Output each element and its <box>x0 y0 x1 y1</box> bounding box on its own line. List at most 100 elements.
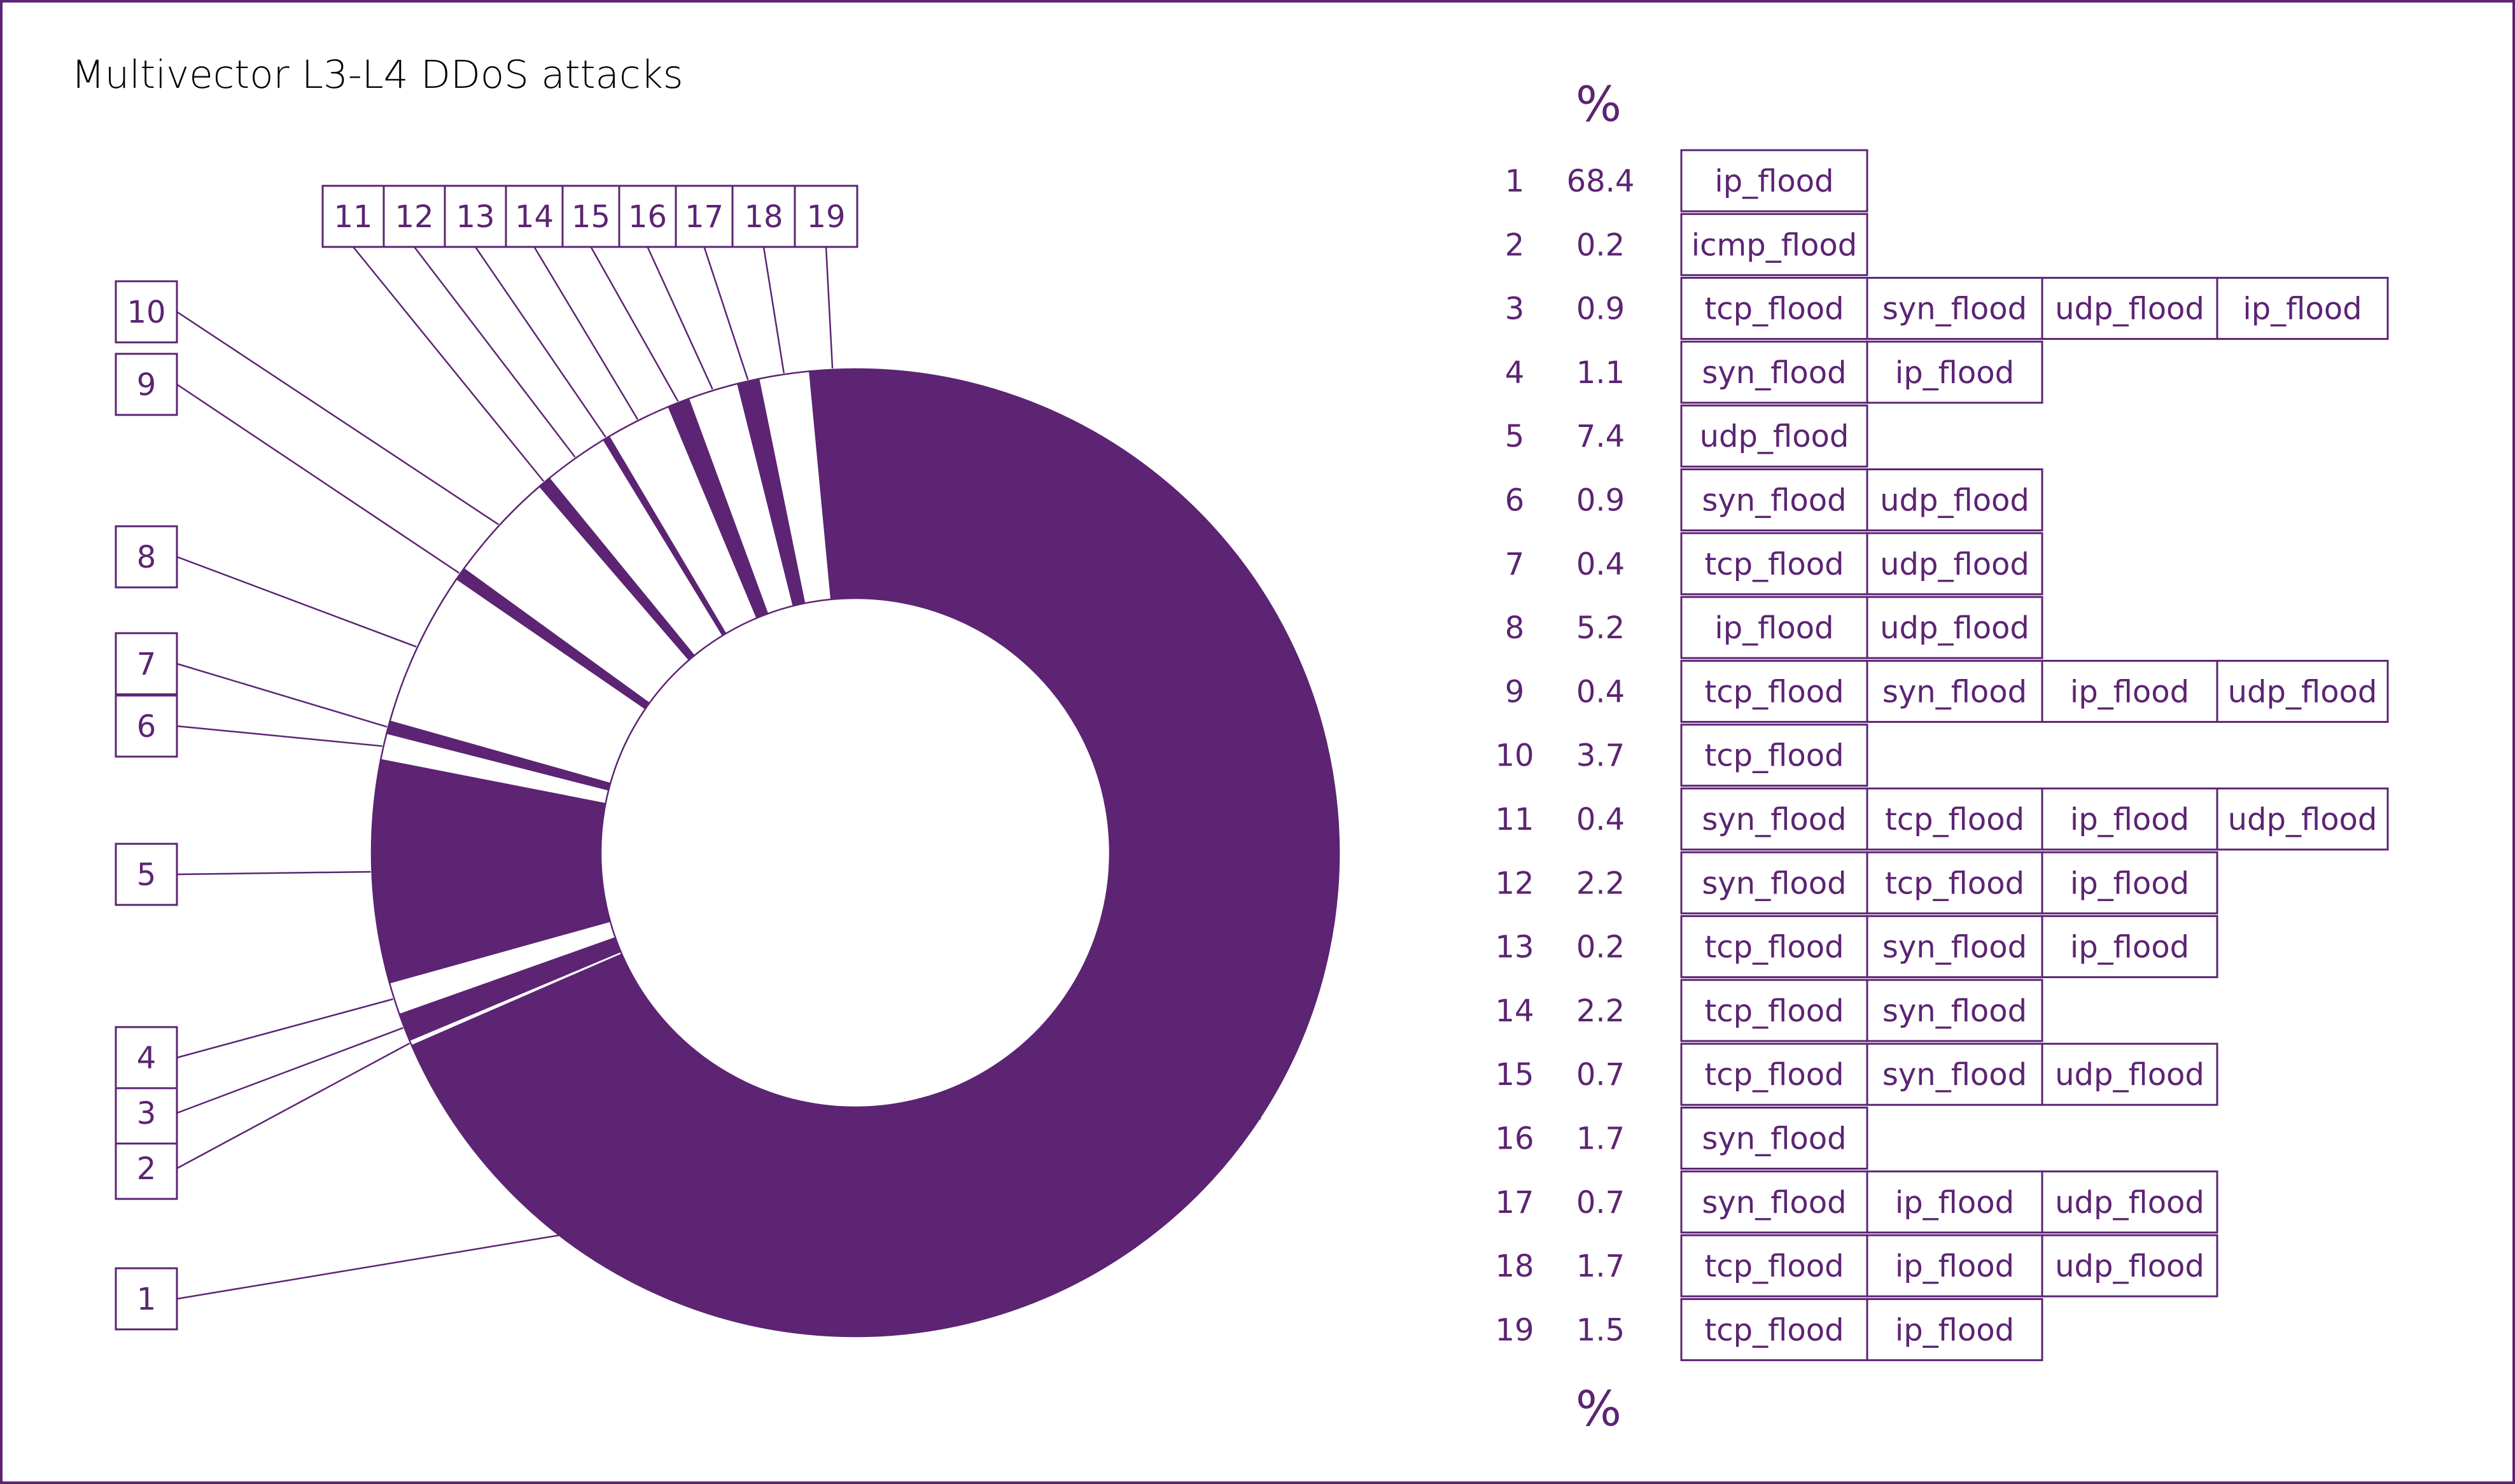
row-number-11: 11 <box>1495 802 1534 837</box>
vector-label-3-3: udp_flood <box>2055 291 2204 327</box>
row-number-19: 19 <box>1495 1312 1534 1348</box>
row-value-18: 1.7 <box>1576 1249 1625 1284</box>
vector-label-7-2: udp_flood <box>1880 547 2029 582</box>
slice-label-box-1 <box>115 1267 178 1331</box>
slice-label-14: 14 <box>515 199 554 235</box>
leader-line-9 <box>176 383 460 574</box>
vector-cell-4-2 <box>1866 340 2043 404</box>
vector-label-6-1: syn_flood <box>1702 483 1846 519</box>
vector-label-12-3: ip_flood <box>2070 865 2189 901</box>
vector-label-16-1: syn_flood <box>1702 1121 1846 1157</box>
vector-cell-19-2 <box>1866 1298 2043 1361</box>
vector-label-17-2: ip_flood <box>1895 1185 2014 1221</box>
vector-cell-1-1 <box>1680 149 1868 213</box>
vector-label-8-2: udp_flood <box>1880 610 2029 646</box>
row-value-13: 0.2 <box>1576 930 1625 965</box>
vector-label-15-2: syn_flood <box>1882 1057 2027 1093</box>
row-number-18: 18 <box>1495 1249 1534 1284</box>
vector-label-9-3: ip_flood <box>2070 674 2189 710</box>
leader-line-1 <box>176 1117 1261 1300</box>
leader-line-12 <box>414 246 576 458</box>
vector-cell-4-1 <box>1680 340 1868 404</box>
vector-label-8-1: ip_flood <box>1714 610 1833 646</box>
vector-cell-18-2 <box>1866 1234 2043 1298</box>
vector-cell-3-1 <box>1680 277 1868 340</box>
slice-label-box-18 <box>731 185 796 248</box>
row-value-1: 68.4 <box>1567 164 1635 199</box>
vector-label-15-3: udp_flood <box>2055 1057 2204 1093</box>
vector-cell-11-2 <box>1866 787 2043 851</box>
leader-line-14 <box>533 246 639 420</box>
vector-cell-14-2 <box>1866 979 2043 1042</box>
row-value-4: 1.1 <box>1576 355 1625 391</box>
vector-label-3-2: syn_flood <box>1882 291 2027 327</box>
slice-label-12: 12 <box>395 199 433 235</box>
vector-label-19-1: tcp_flood <box>1704 1312 1844 1348</box>
slice-label-2: 2 <box>137 1151 157 1187</box>
row-number-4: 4 <box>1505 355 1525 391</box>
vector-cell-2-1 <box>1680 213 1868 276</box>
row-value-7: 0.4 <box>1576 547 1625 582</box>
leader-line-13 <box>474 246 606 438</box>
row-value-11: 0.4 <box>1576 802 1625 837</box>
slice-label-box-3 <box>115 1081 178 1145</box>
slice-label-box-10 <box>115 280 178 344</box>
leader-lines <box>176 246 1261 1300</box>
slice-label-box-8 <box>115 525 178 589</box>
vector-label-14-1: tcp_flood <box>1704 993 1844 1029</box>
vector-cell-12-2 <box>1866 851 2043 914</box>
vector-table: 1 68.4 ip_flood 2 0.2 icmp_flood 3 0.9 tcp_flood… <box>1495 149 2389 1361</box>
slice-label-8: 8 <box>137 540 157 575</box>
row-number-10: 10 <box>1495 738 1534 774</box>
vector-cell-19-1 <box>1680 1298 1868 1361</box>
value-header: % <box>1576 76 1622 132</box>
slice-label-9: 9 <box>137 367 157 403</box>
vector-label-11-2: tcp_flood <box>1885 802 2024 837</box>
vector-label-13-1: tcp_flood <box>1704 930 1844 965</box>
vector-cell-6-2 <box>1866 468 2043 531</box>
row-number-12: 12 <box>1495 865 1534 901</box>
vector-cell-9-1 <box>1680 659 1868 723</box>
vector-cell-3-4 <box>2216 277 2389 340</box>
row-number-1: 1 <box>1505 164 1525 199</box>
vector-cell-18-1 <box>1680 1234 1868 1298</box>
row-value-16: 1.7 <box>1576 1121 1625 1157</box>
vector-cell-15-1 <box>1680 1042 1868 1106</box>
leader-line-5 <box>176 871 371 876</box>
row-value-6: 0.9 <box>1576 483 1625 519</box>
row-value-3: 0.9 <box>1576 291 1625 327</box>
row-value-15: 0.7 <box>1576 1057 1625 1093</box>
row-number-9: 9 <box>1505 674 1525 710</box>
vector-cell-12-3 <box>2041 851 2218 914</box>
leader-line-15 <box>590 246 679 402</box>
leader-line-17 <box>703 246 749 381</box>
row-number-13: 13 <box>1495 930 1534 965</box>
row-value-9: 0.4 <box>1576 674 1625 710</box>
vector-label-15-1: tcp_flood <box>1704 1057 1844 1093</box>
slice-label-7: 7 <box>137 647 157 682</box>
vector-label-9-4: udp_flood <box>2228 674 2378 710</box>
row-number-8: 8 <box>1505 610 1525 646</box>
row-number-7: 7 <box>1505 547 1525 582</box>
vector-cell-6-1 <box>1680 468 1868 531</box>
vector-label-18-2: ip_flood <box>1895 1249 2014 1284</box>
vector-label-5-1: udp_flood <box>1700 419 1849 454</box>
row-value-2: 0.2 <box>1576 227 1625 263</box>
leader-line-6 <box>176 725 382 747</box>
slice-label-box-11 <box>321 185 385 248</box>
vector-label-18-3: udp_flood <box>2055 1249 2204 1284</box>
vector-cell-10-1 <box>1680 724 1868 787</box>
slice-label-box-14 <box>505 185 564 248</box>
row-number-5: 5 <box>1505 419 1525 454</box>
slice-label-box-2 <box>115 1137 178 1200</box>
leader-line-16 <box>647 246 713 390</box>
leader-line-11 <box>353 246 545 482</box>
vector-label-17-3: udp_flood <box>2055 1185 2204 1221</box>
slice-label-box-5 <box>115 843 178 906</box>
slice-label-3: 3 <box>137 1096 157 1131</box>
row-value-14: 2.2 <box>1576 993 1625 1029</box>
leader-line-19 <box>825 246 834 368</box>
vector-cell-13-3 <box>2041 915 2218 979</box>
